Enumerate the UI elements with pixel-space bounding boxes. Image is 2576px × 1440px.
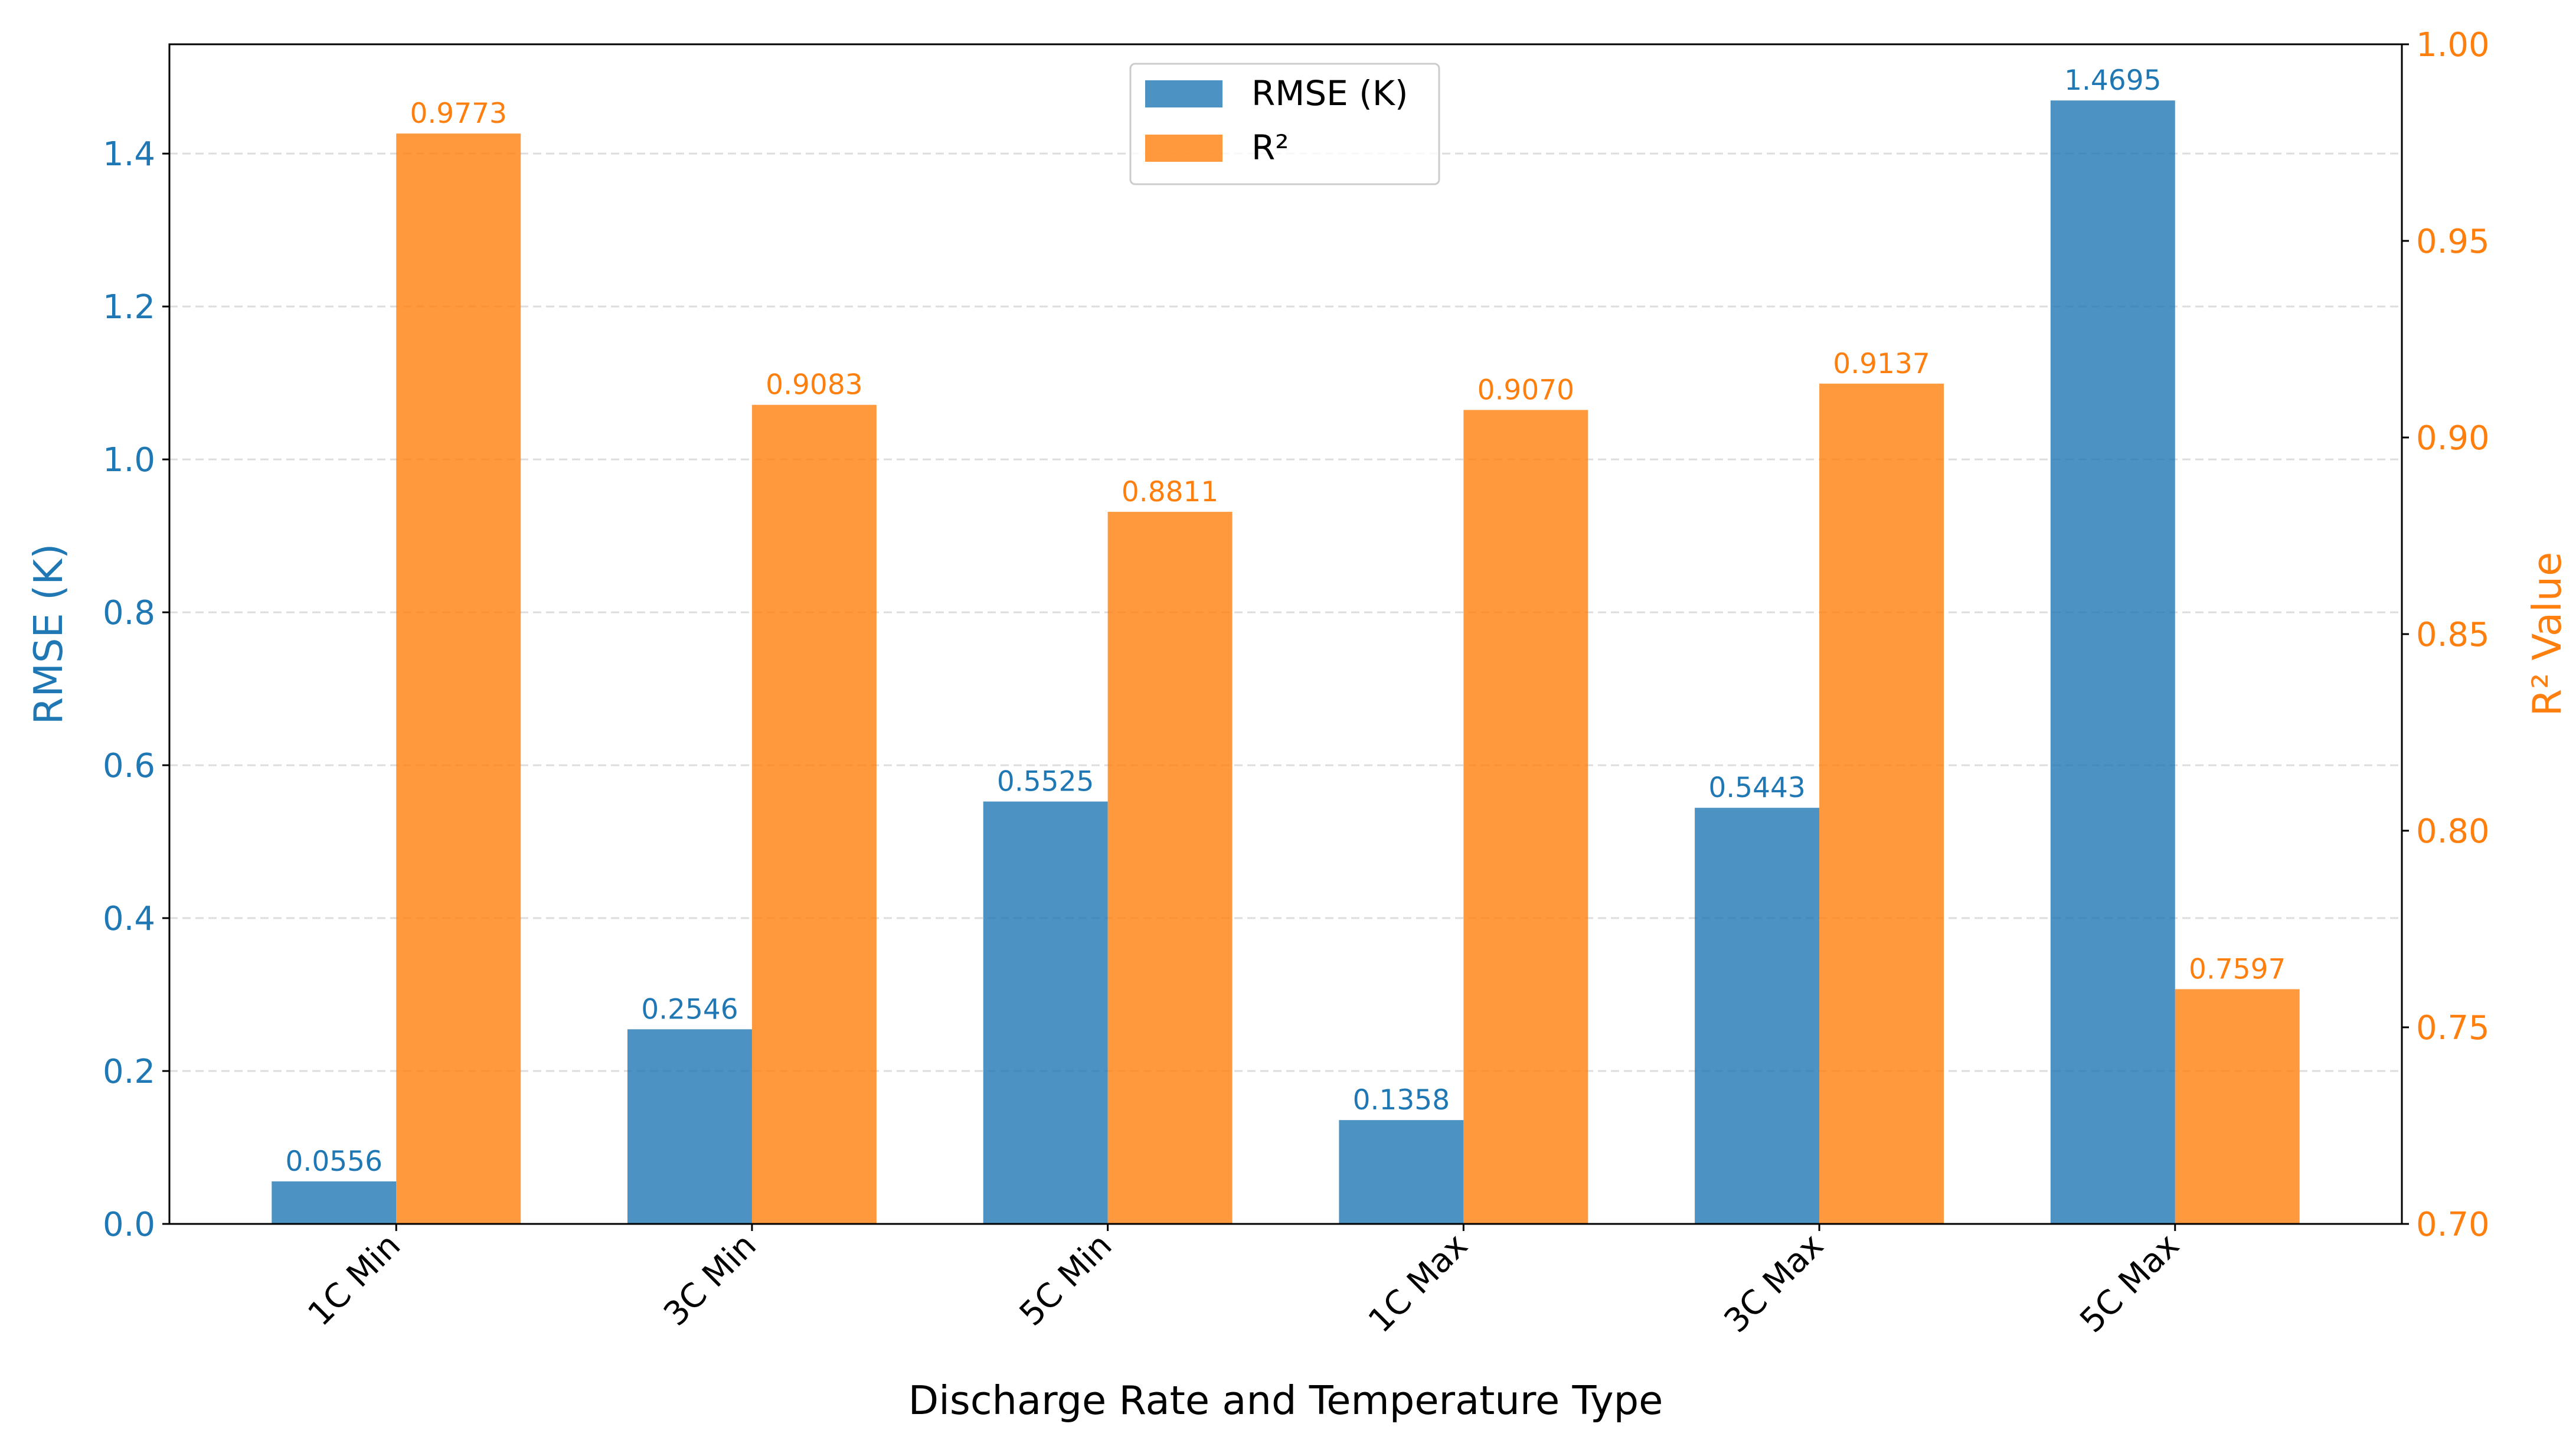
right-tick-label: 1.00 [2416, 26, 2490, 64]
right-tick-label: 0.70 [2416, 1206, 2490, 1244]
legend-swatch-r2 [1145, 135, 1222, 162]
grid-lines [169, 152, 2402, 1072]
x-tick-label: 5C Max [2072, 1226, 2186, 1340]
rmse-bar [983, 801, 1108, 1224]
legend-label-rmse: RMSE (K) [1251, 73, 1408, 113]
rmse-data-label: 0.0556 [286, 1145, 383, 1178]
x-axis-label: Discharge Rate and Temperature Type [908, 1377, 1663, 1423]
r2-data-label: 0.9137 [1833, 348, 1930, 380]
legend-swatch-rmse [1145, 80, 1222, 107]
r2-data-label: 0.9083 [766, 369, 862, 401]
rmse-bar [1339, 1120, 1464, 1224]
x-tick-label: 1C Max [1361, 1226, 1475, 1340]
x-axis: 1C Min 3C Min 5C Min 1C Max 3C Max 5C Max [300, 1224, 2187, 1340]
left-tick-label: 0.0 [103, 1206, 155, 1244]
left-tick-label: 0.8 [103, 594, 155, 632]
x-tick-label: 3C Min [656, 1226, 764, 1334]
rmse-data-label: 1.4695 [2064, 64, 2161, 97]
left-tick-label: 0.2 [103, 1053, 155, 1091]
legend: RMSE (K) R² [1129, 63, 1440, 185]
r2-bar [1819, 383, 1944, 1224]
left-tick-label: 1.4 [103, 135, 155, 174]
x-tick-label: 3C Max [1717, 1226, 1831, 1340]
r2-data-label: 0.9070 [1477, 374, 1574, 406]
r2-bar [396, 133, 521, 1224]
r2-bar [751, 404, 877, 1225]
rmse-data-label: 0.1358 [1353, 1084, 1450, 1116]
rmse-data-label: 0.2546 [641, 993, 738, 1026]
right-tick-label: 0.90 [2416, 419, 2490, 458]
r2-bar [1107, 511, 1233, 1224]
legend-label-r2: R² [1251, 128, 1289, 168]
left-tick-label: 1.0 [103, 441, 155, 479]
right-tick-label: 0.85 [2416, 616, 2490, 654]
left-tick-label: 0.4 [103, 900, 155, 938]
bars [272, 100, 2300, 1225]
left-tick-label: 1.2 [103, 288, 155, 326]
data-labels: 0.0556 0.9773 0.2546 0.9083 0.5525 0.8811 0.13… [286, 64, 2286, 1178]
rmse-bar [272, 1181, 397, 1224]
r2-bar [2175, 989, 2300, 1224]
right-axis: 0.70 0.75 0.80 0.85 0.90 0.95 1.00 [2402, 26, 2490, 1244]
left-axis: 0.0 0.2 0.4 0.6 0.8 1.0 1.2 1.4 [103, 135, 169, 1244]
right-tick-label: 0.80 [2416, 812, 2490, 851]
r2-data-label: 0.9773 [410, 97, 506, 130]
r2-bar [1463, 410, 1588, 1224]
right-tick-label: 0.75 [2416, 1009, 2490, 1047]
x-tick-label: 1C Min [300, 1226, 408, 1334]
right-tick-label: 0.95 [2416, 223, 2490, 261]
rmse-bar [1695, 808, 1820, 1224]
rmse-bar [2050, 100, 2175, 1224]
rmse-data-label: 0.5525 [997, 766, 1094, 798]
rmse-bar [627, 1029, 752, 1224]
r2-data-label: 0.7597 [2189, 953, 2286, 985]
r2-data-label: 0.8811 [1122, 476, 1218, 508]
left-tick-label: 0.6 [103, 747, 155, 785]
y-axis-label-left: RMSE (K) [25, 544, 71, 725]
y-axis-label-right: R² Value [2524, 552, 2570, 717]
x-tick-label: 5C Min [1012, 1226, 1120, 1334]
rmse-data-label: 0.5443 [1708, 772, 1805, 804]
